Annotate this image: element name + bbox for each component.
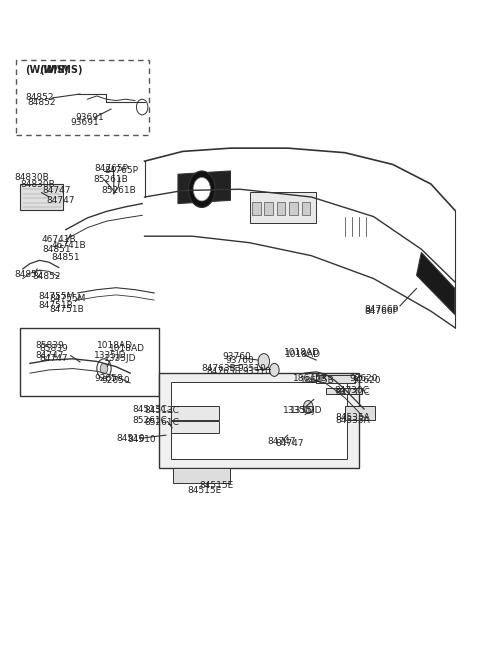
Text: 92650: 92650 <box>95 374 123 383</box>
Text: 84852: 84852 <box>15 269 43 278</box>
Text: 18645B: 18645B <box>292 374 327 383</box>
Text: 1335JD: 1335JD <box>283 406 315 415</box>
Text: 84852: 84852 <box>33 272 61 281</box>
Text: 85261B: 85261B <box>102 186 136 195</box>
Text: 84513C: 84513C <box>132 405 168 414</box>
Text: 1018AD: 1018AD <box>97 341 133 350</box>
Bar <box>250 192 316 223</box>
Text: 84730C: 84730C <box>335 386 370 395</box>
Text: 84765P: 84765P <box>104 166 138 176</box>
Text: 84747: 84747 <box>36 351 64 360</box>
Text: 84751B: 84751B <box>38 301 73 310</box>
Text: 84751B: 84751B <box>49 305 84 314</box>
Bar <box>21 184 63 210</box>
Text: 84852: 84852 <box>28 98 56 107</box>
Text: 84766P: 84766P <box>364 305 398 314</box>
Text: 85839: 85839 <box>39 344 68 353</box>
Text: 46741B: 46741B <box>51 242 86 250</box>
Text: 84766P: 84766P <box>364 307 398 316</box>
Text: 84515E: 84515E <box>199 481 234 490</box>
Text: (W/IMS): (W/IMS) <box>25 65 69 75</box>
Text: 84747: 84747 <box>268 437 296 446</box>
Text: 84763B: 84763B <box>206 367 241 377</box>
Bar <box>316 375 355 383</box>
Text: 93760: 93760 <box>226 356 254 365</box>
Text: 93691: 93691 <box>71 117 99 126</box>
Text: 84747: 84747 <box>39 354 68 364</box>
Text: 84535A: 84535A <box>336 416 370 424</box>
Polygon shape <box>178 171 230 204</box>
Text: 1018AD: 1018AD <box>285 350 321 360</box>
Circle shape <box>189 171 215 208</box>
Text: 92650: 92650 <box>102 377 130 386</box>
Bar <box>301 202 310 215</box>
Text: 84747: 84747 <box>47 196 75 205</box>
Text: 85261C: 85261C <box>132 416 168 424</box>
Bar <box>21 328 159 396</box>
Text: 84852: 84852 <box>25 94 54 102</box>
Text: 84755M: 84755M <box>49 293 85 303</box>
Bar <box>171 405 218 420</box>
Text: 18645B: 18645B <box>300 377 335 386</box>
Text: 84747: 84747 <box>42 186 71 195</box>
Circle shape <box>270 364 279 377</box>
Text: 93510: 93510 <box>242 367 271 377</box>
Text: 93760: 93760 <box>222 352 251 362</box>
Circle shape <box>303 401 313 413</box>
Text: 92620: 92620 <box>350 374 378 383</box>
Text: 84510: 84510 <box>116 434 144 443</box>
Bar <box>171 421 218 433</box>
Bar <box>277 202 285 215</box>
Text: 1018AD: 1018AD <box>109 344 145 353</box>
Text: (W/IMS): (W/IMS) <box>39 65 83 75</box>
Text: 84755M: 84755M <box>38 291 75 301</box>
Bar <box>345 405 374 420</box>
Text: 92620: 92620 <box>352 377 381 386</box>
Circle shape <box>136 99 148 115</box>
Bar <box>326 388 362 394</box>
Circle shape <box>193 178 210 201</box>
FancyBboxPatch shape <box>16 60 149 135</box>
Circle shape <box>100 364 108 374</box>
Text: 84510: 84510 <box>128 435 156 444</box>
Text: 84765P: 84765P <box>95 164 129 173</box>
Text: 1335JD: 1335JD <box>104 354 136 364</box>
Text: 93691: 93691 <box>75 113 104 122</box>
Bar <box>289 202 298 215</box>
Circle shape <box>258 354 270 369</box>
Text: 84851: 84851 <box>51 253 80 261</box>
Text: 84851: 84851 <box>42 245 71 253</box>
Text: 84763B: 84763B <box>202 364 237 373</box>
Bar <box>159 373 360 468</box>
Text: 84535A: 84535A <box>336 413 370 422</box>
Bar <box>264 202 273 215</box>
Text: 1335JD: 1335JD <box>94 351 126 360</box>
Text: 84830B: 84830B <box>21 179 55 189</box>
Text: 84730C: 84730C <box>336 388 370 397</box>
Bar <box>173 468 230 483</box>
Bar <box>171 383 348 459</box>
Text: 85261B: 85261B <box>93 175 128 184</box>
Text: 84747: 84747 <box>276 439 304 448</box>
Text: 84830B: 84830B <box>15 173 49 182</box>
Polygon shape <box>417 252 455 314</box>
Bar <box>252 202 261 215</box>
Text: 84513C: 84513C <box>144 407 180 415</box>
Text: 46741B: 46741B <box>42 235 77 244</box>
Text: 84515E: 84515E <box>188 486 222 495</box>
Circle shape <box>97 359 111 379</box>
Text: 1018AD: 1018AD <box>284 348 320 357</box>
Text: 1335JD: 1335JD <box>290 407 323 415</box>
Text: 93510: 93510 <box>238 364 266 373</box>
Text: 85839: 85839 <box>36 341 64 350</box>
Text: 85261C: 85261C <box>144 418 180 426</box>
